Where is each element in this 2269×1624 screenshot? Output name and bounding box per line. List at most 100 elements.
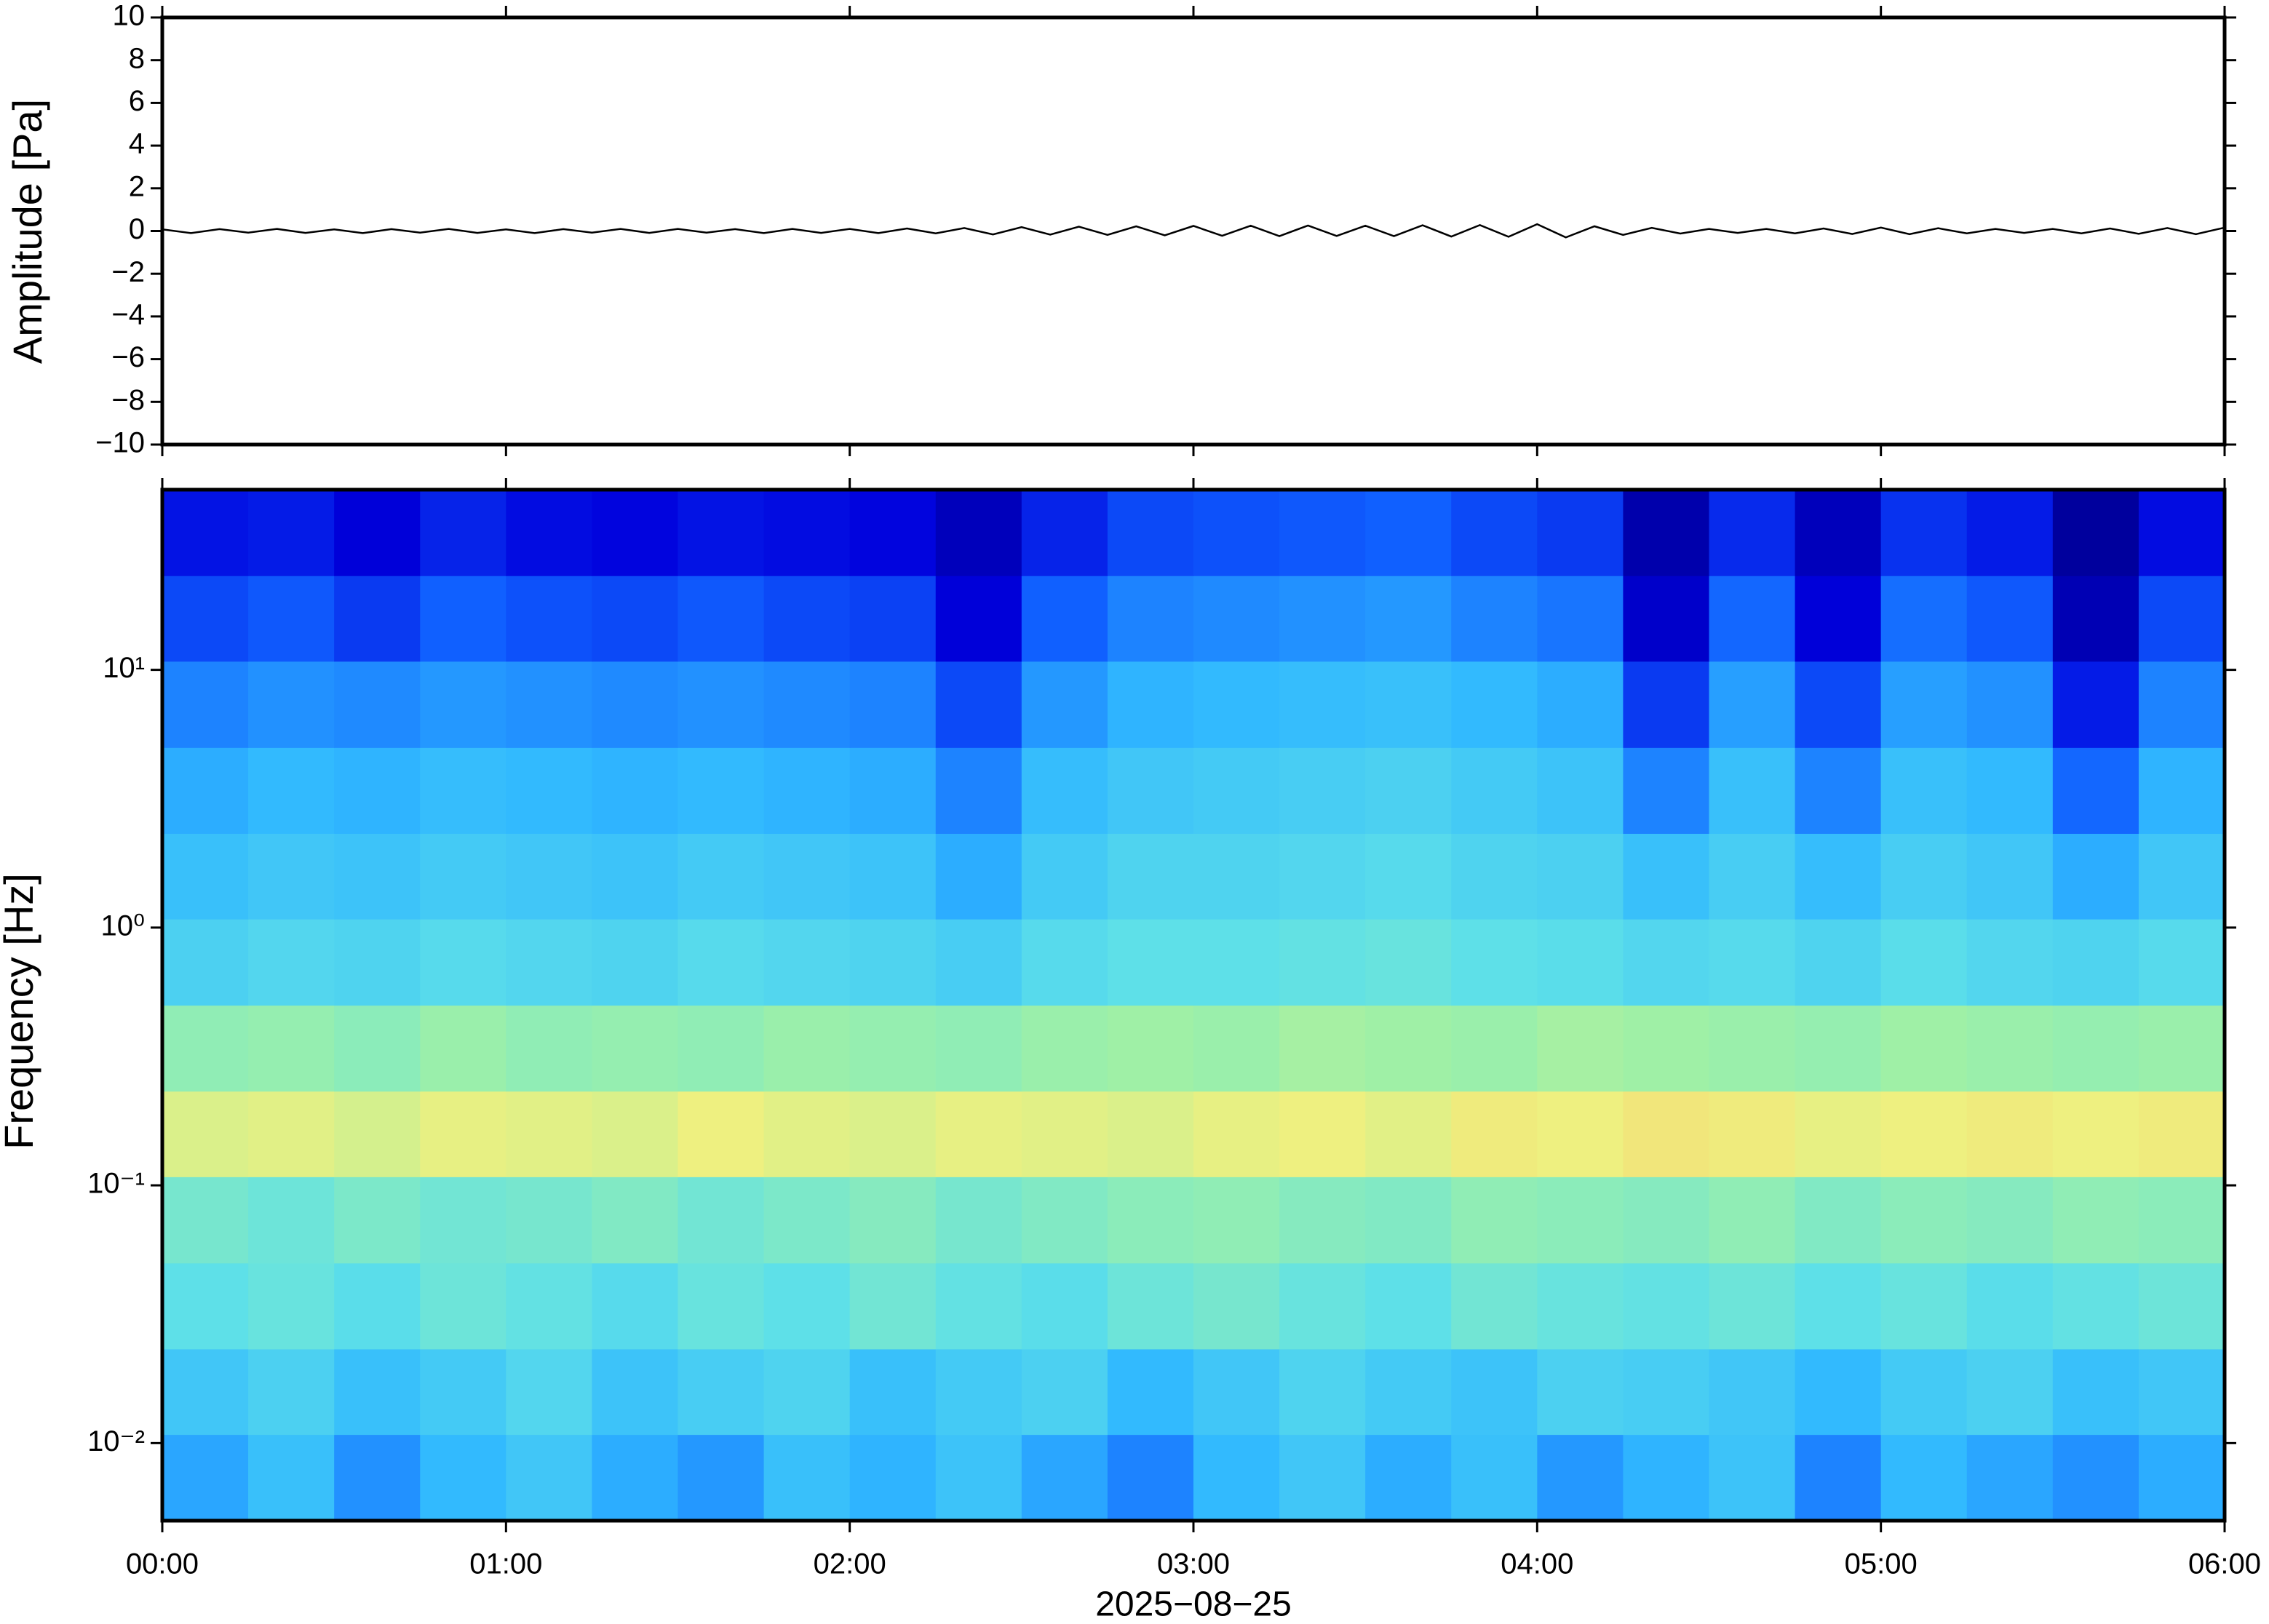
spectrogram-cell bbox=[420, 490, 506, 576]
spectrogram-cell bbox=[2138, 1434, 2225, 1521]
spectrogram-cell bbox=[592, 576, 679, 662]
spectrogram-cell bbox=[1193, 1005, 1280, 1092]
spectrogram-cell bbox=[1623, 490, 1710, 576]
spectrogram-cell bbox=[1193, 833, 1280, 920]
spectrogram-cell bbox=[1107, 1348, 1194, 1436]
spectrogram-cell bbox=[1623, 833, 1710, 920]
spectrogram-cell bbox=[334, 1177, 421, 1264]
spectrogram-cell bbox=[1107, 1262, 1194, 1350]
spectrogram-cell bbox=[334, 1262, 421, 1350]
spectrogram-cell bbox=[1709, 576, 1796, 662]
spectrogram-cell bbox=[1709, 1177, 1796, 1264]
spectrogram-cell bbox=[1279, 490, 1366, 576]
spectrogram-cell bbox=[1107, 576, 1194, 662]
spectrogram-cell bbox=[1537, 1348, 1624, 1436]
y-tick-label: 4 bbox=[129, 128, 145, 160]
spectrogram-cell bbox=[592, 833, 679, 920]
spectrogram-cell bbox=[1193, 747, 1280, 834]
spectrogram-cell bbox=[506, 490, 593, 576]
spectrogram-cell bbox=[1451, 576, 1538, 662]
spectrogram-cell bbox=[1193, 1262, 1280, 1350]
spectrogram-cell bbox=[1451, 1177, 1538, 1264]
spectrogram-cell bbox=[162, 1348, 249, 1436]
spectrogram-cell bbox=[1537, 1434, 1624, 1521]
spectrogram-cell bbox=[935, 1005, 1022, 1092]
spectrogram-cell bbox=[1795, 919, 1882, 1006]
spectrogram-cell bbox=[1365, 1434, 1452, 1521]
spectrogram-cell bbox=[677, 661, 765, 748]
spectrogram-cell bbox=[849, 1348, 937, 1436]
spectrogram-cell bbox=[248, 1348, 335, 1436]
spectrogram-cell bbox=[248, 833, 335, 920]
spectrogram-cell bbox=[1365, 1091, 1452, 1177]
spectrogram-cell bbox=[1021, 919, 1108, 1006]
spectrogram-cell bbox=[935, 919, 1022, 1006]
plot-frame bbox=[160, 15, 2227, 447]
spectrogram-cell bbox=[506, 1005, 593, 1092]
spectrogram-cell bbox=[935, 1348, 1022, 1436]
spectrogram-cell bbox=[2052, 1348, 2139, 1436]
spectrogram-cell bbox=[1623, 661, 1710, 748]
spectrogram-cell bbox=[2138, 661, 2225, 748]
spectrogram-cell bbox=[1623, 1434, 1710, 1521]
spectrogram-cell bbox=[334, 490, 421, 576]
spectrogram-cell bbox=[1623, 1005, 1710, 1092]
x-tick-label: 06:00 bbox=[2188, 1548, 2261, 1580]
spectrogram-cell bbox=[334, 1348, 421, 1436]
spectrogram-cell bbox=[506, 661, 593, 748]
spectrogram-cell bbox=[849, 661, 937, 748]
spectrogram-cell bbox=[1537, 490, 1624, 576]
spectrogram-cell bbox=[1795, 1091, 1882, 1177]
spectrogram-cell bbox=[506, 1177, 593, 1264]
spectrogram-cell bbox=[1880, 1434, 1968, 1521]
spectrogram-cell bbox=[1966, 919, 2054, 1006]
spectrogram-cell bbox=[1880, 1262, 1968, 1350]
spectrogram-cell bbox=[1880, 919, 1968, 1006]
spectrogram-cell bbox=[592, 747, 679, 834]
spectrogram-cell bbox=[763, 1005, 851, 1092]
spectrogram-cell bbox=[1880, 747, 1968, 834]
spectrogram-cell bbox=[849, 1262, 937, 1350]
spectrogram-cell bbox=[1966, 1434, 2054, 1521]
spectrogram-cell bbox=[420, 1091, 506, 1177]
y-tick-label: 8 bbox=[129, 42, 145, 74]
spectrogram-cell bbox=[2138, 1262, 2225, 1350]
spectrogram-cell bbox=[1537, 576, 1624, 662]
spectrogram-cell bbox=[1021, 1434, 1108, 1521]
spectrogram-cell bbox=[1966, 661, 2054, 748]
spectrogram-cell bbox=[1365, 833, 1452, 920]
spectrogram-cell bbox=[1537, 1005, 1624, 1092]
spectrogram-cell bbox=[1709, 1005, 1796, 1092]
spectrogram-cell bbox=[1279, 1177, 1366, 1264]
spectrogram-cell bbox=[935, 833, 1022, 920]
spectrogram-cell bbox=[248, 1434, 335, 1521]
spectrogram-cell bbox=[1193, 919, 1280, 1006]
spectrogram-cell bbox=[1451, 1434, 1538, 1521]
spectrogram-cell bbox=[1193, 576, 1280, 662]
spectrogram-cell bbox=[592, 1005, 679, 1092]
spectrogram-cell bbox=[248, 1262, 335, 1350]
y-tick-label: 10 bbox=[113, 0, 146, 32]
spectrogram-cell bbox=[1451, 1348, 1538, 1436]
spectrogram-cell bbox=[1623, 1091, 1710, 1177]
spectrogram-cell bbox=[420, 576, 506, 662]
spectrogram-cell bbox=[1623, 1262, 1710, 1350]
spectrogram-cell bbox=[1193, 1091, 1280, 1177]
spectrogram-cell bbox=[1623, 919, 1710, 1006]
spectrogram-cell bbox=[849, 1005, 937, 1092]
spectrogram-cell bbox=[1537, 1177, 1624, 1264]
spectrogram-cell bbox=[1880, 576, 1968, 662]
spectrogram-cell bbox=[1451, 1091, 1538, 1177]
spectrogram-cell bbox=[1795, 1005, 1882, 1092]
spectrogram-cell bbox=[420, 1434, 506, 1521]
spectrogram-cell bbox=[162, 490, 249, 576]
spectrogram-cell bbox=[1107, 833, 1194, 920]
spectrogram-cell bbox=[420, 1177, 506, 1264]
spectrogram-cell bbox=[763, 919, 851, 1006]
spectrogram-cell bbox=[1966, 833, 2054, 920]
spectrogram-cell bbox=[1365, 490, 1452, 576]
spectrogram-cell bbox=[1795, 1434, 1882, 1521]
spectrogram-cell bbox=[1279, 1005, 1366, 1092]
spectrogram-cell bbox=[1795, 1177, 1882, 1264]
